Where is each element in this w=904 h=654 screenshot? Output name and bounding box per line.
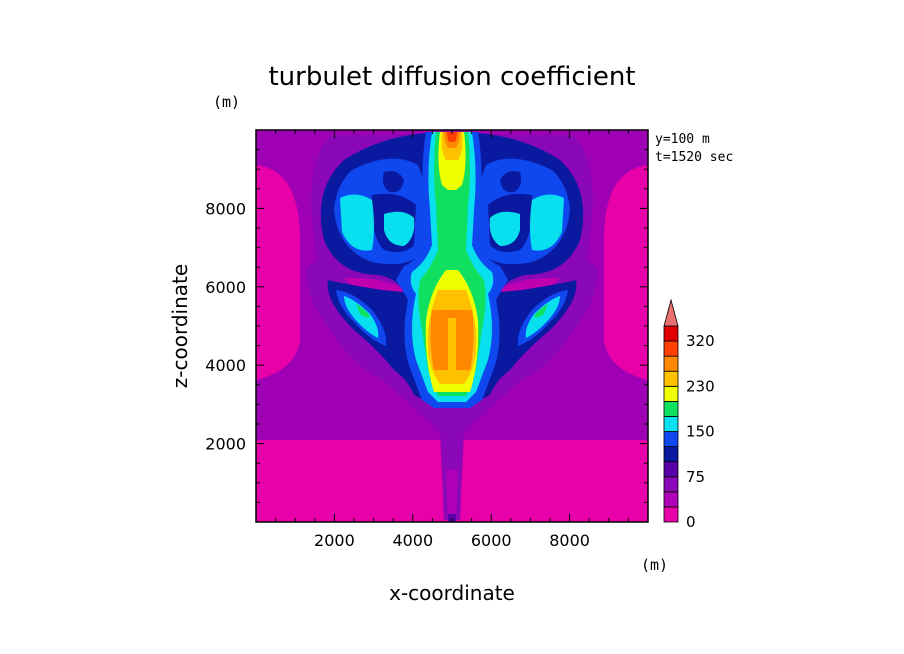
annotation-y-slice: y=100 m: [655, 132, 710, 147]
colorbar-tick-label: 230: [686, 377, 715, 395]
colorbar-swatch: [663, 340, 679, 357]
y-tick-label: 6000: [205, 278, 246, 297]
colorbar-swatch: [663, 506, 679, 523]
colorbar-tick-label: 320: [686, 332, 715, 350]
colorbar-swatch: [663, 416, 679, 432]
colorbar-swatch: [663, 431, 679, 448]
y-tick-label: 2000: [205, 435, 246, 454]
chart-title: turbulet diffusion coefficient: [268, 62, 635, 92]
level-25-plume-tail: [446, 470, 458, 520]
colorbar-tick-label: 75: [686, 468, 705, 486]
level-0-left-slab: [256, 165, 300, 380]
level-150-left-lobe-a: [340, 194, 374, 251]
level-175-right-wing: [534, 304, 548, 318]
level-150-right-lobe-a: [530, 194, 564, 251]
level-175-left-wing: [356, 304, 370, 318]
level-230-core-split: [448, 318, 456, 372]
level-75-right-spot: [500, 171, 522, 193]
contour-field: [256, 130, 648, 522]
y-axis-label: z-coordinate: [168, 264, 192, 388]
colorbar: 0 75 150 230 320: [663, 298, 715, 531]
level-150-right-wing: [525, 296, 560, 338]
y-tick-label: 8000: [205, 199, 246, 218]
x-tick-label: 4000: [392, 531, 433, 550]
colorbar-swatch: [663, 476, 679, 493]
colorbar-swatch: [663, 370, 679, 387]
colorbar-overflow-triangle: [663, 298, 679, 327]
y-unit-label: (m): [213, 93, 240, 111]
x-tick-label: 6000: [471, 531, 512, 550]
level-0-right-slab: [604, 165, 648, 380]
level-150-left-wing: [344, 296, 379, 338]
x-unit-label: (m): [641, 556, 668, 574]
colorbar-swatch: [663, 446, 679, 463]
colorbar-tick-label: 0: [686, 513, 696, 531]
colorbar-swatch: [663, 325, 679, 342]
colorbar-swatch: [663, 491, 679, 508]
level-150-left-lobe-b: [384, 211, 415, 246]
annotation-time: t=1520 sec: [655, 150, 733, 165]
colorbar-tick-label: 150: [686, 423, 715, 441]
x-tick-label: 8000: [549, 531, 590, 550]
level-290-top: [447, 132, 457, 142]
level-150-right-lobe-b: [489, 211, 520, 246]
axis-ticks: 2000 4000 6000 8000 2000 4000 6000 8000: [205, 130, 648, 550]
x-axis-label: x-coordinate: [389, 581, 515, 605]
colorbar-swatch: [663, 385, 679, 402]
colorbar-swatch: [663, 461, 679, 478]
colorbar-swatch: [663, 400, 679, 417]
colorbar-swatch: [663, 355, 679, 372]
y-tick-label: 4000: [205, 356, 246, 375]
x-tick-label: 2000: [314, 531, 355, 550]
level-75-left-spot: [382, 171, 404, 193]
